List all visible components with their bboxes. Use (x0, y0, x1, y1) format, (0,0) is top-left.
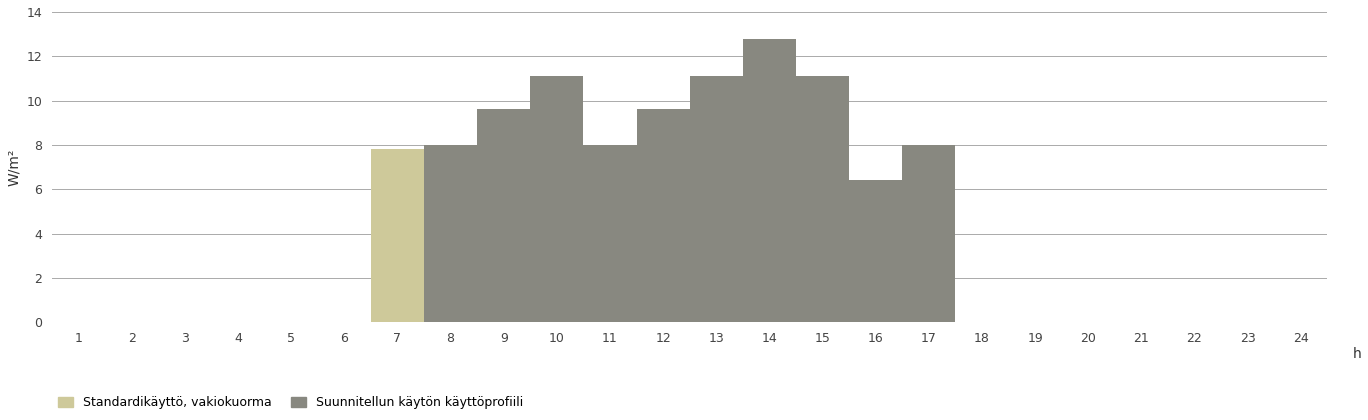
Bar (689, 76, 743, 322)
Bar (903, 150, 955, 322)
Bar (743, 39, 796, 322)
Bar (531, 76, 583, 322)
Bar (583, 145, 636, 322)
Y-axis label: W/m²: W/m² (7, 148, 21, 186)
Bar (796, 76, 850, 322)
Text: h: h (1353, 347, 1361, 361)
Bar (903, 145, 955, 322)
Bar (636, 110, 689, 322)
Legend: Standardikäyttö, vakiokuorma, Suunnitellun käytön käyttöprofiili: Standardikäyttö, vakiokuorma, Suunnitell… (59, 396, 523, 409)
Bar (850, 181, 903, 322)
Bar (371, 150, 424, 322)
Bar (477, 110, 531, 322)
Bar (424, 145, 477, 322)
